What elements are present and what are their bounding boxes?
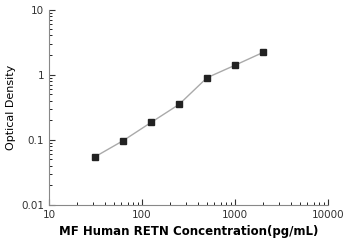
Y-axis label: Optical Density: Optical Density bbox=[6, 65, 15, 150]
X-axis label: MF Human RETN Concentration(pg/mL): MF Human RETN Concentration(pg/mL) bbox=[59, 225, 318, 238]
